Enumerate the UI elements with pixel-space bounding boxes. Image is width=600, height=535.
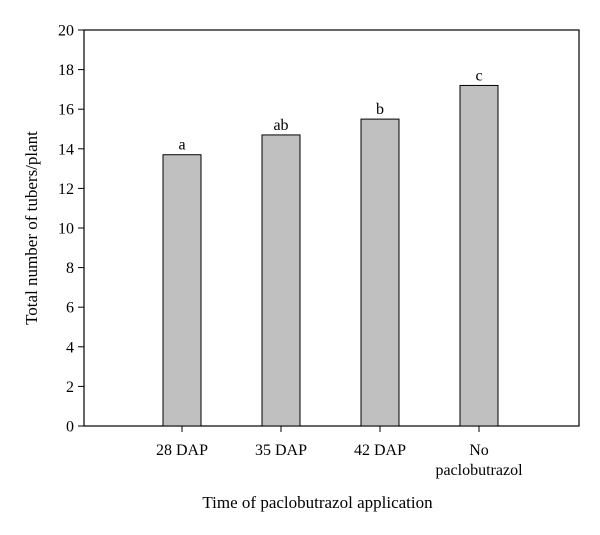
y-tick-label: 10	[58, 221, 74, 238]
y-tick-label: 18	[58, 62, 74, 79]
y-tick-label: 8	[66, 260, 74, 277]
bar	[459, 84, 499, 427]
y-tick-label: 6	[66, 300, 74, 317]
y-tick-label: 0	[66, 419, 74, 436]
y-tick-label: 12	[58, 181, 74, 198]
y-tick-label: 4	[66, 339, 74, 356]
bar	[360, 118, 400, 427]
y-tick-label: 16	[58, 102, 74, 119]
x-axis-title: Time of paclobutrazol application	[202, 493, 433, 512]
significance-label: a	[178, 137, 185, 154]
significance-label: ab	[273, 117, 288, 134]
bar	[261, 134, 301, 427]
y-axis-title: Total number of tubers/plant	[22, 131, 41, 325]
x-tick-label: 28 DAP	[156, 442, 208, 459]
significance-label: c	[475, 67, 482, 84]
y-tick-label: 20	[58, 23, 74, 40]
significance-labels: a ab b c	[178, 67, 482, 153]
x-axis: 28 DAP 35 DAP 42 DAP No paclobutrazol	[156, 426, 523, 479]
plot-border	[83, 29, 580, 427]
y-tick-label: 2	[66, 379, 74, 396]
y-axis: 0 2 4 6 8 10 12 14 16 18 20	[58, 23, 84, 436]
x-tick-label: 35 DAP	[255, 442, 307, 459]
x-tick-label: 42 DAP	[354, 442, 406, 459]
plot-frame	[83, 29, 580, 427]
x-tick-label: paclobutrazol	[435, 462, 523, 479]
y-tick-label: 14	[58, 141, 74, 158]
bars	[162, 84, 499, 427]
x-tick-label: No	[469, 442, 489, 459]
significance-label: b	[376, 101, 384, 118]
bar	[162, 154, 202, 427]
